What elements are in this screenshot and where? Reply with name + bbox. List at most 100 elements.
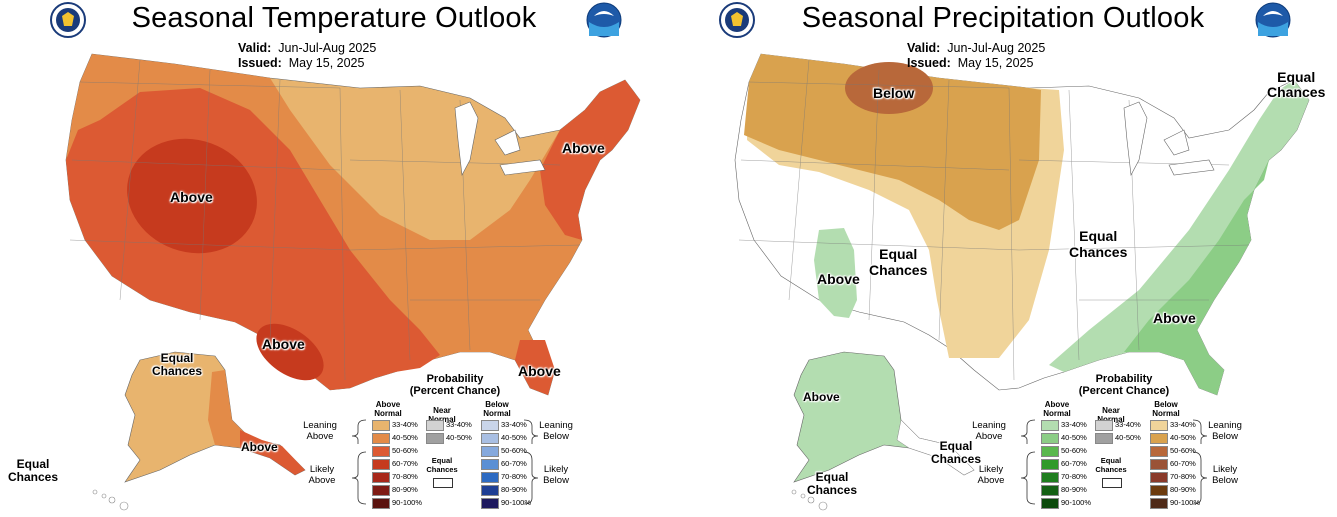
legend-swatch-below xyxy=(1150,420,1168,431)
legend-swatch-label-above: 60-70% xyxy=(1061,459,1087,468)
legend-swatch-label-above: 60-70% xyxy=(392,459,418,468)
legend-swatch-below xyxy=(1150,485,1168,496)
legend-brace-left xyxy=(351,419,367,505)
label-above-alaska: Above xyxy=(803,390,840,404)
label-below-north: Below xyxy=(873,85,915,101)
legend-swatch-label-below: 60-70% xyxy=(501,459,527,468)
label-equal-southwest: Equal Chances xyxy=(869,246,928,278)
legend-swatch-label-below: 70-80% xyxy=(501,472,527,481)
legend-swatch-above xyxy=(372,485,390,496)
temperature-outlook-panel: Seasonal Temperature Outlook Valid: Jun-… xyxy=(0,0,668,517)
legend-swatch-above xyxy=(1041,420,1059,431)
legend-swatch-below xyxy=(481,420,499,431)
legend-leaning-below: Leaning Below xyxy=(1208,420,1242,442)
east-leaning-above xyxy=(1049,80,1309,395)
label-equal-hawaii: Equal Chances xyxy=(8,457,59,484)
label-equal-northeast: Equal Chances xyxy=(1267,69,1326,100)
legend-swatch-label-above: 33-40% xyxy=(1061,420,1087,429)
state-borders xyxy=(69,59,581,381)
legend-swatch-below xyxy=(481,472,499,483)
legend-col-below: Below Normal xyxy=(483,400,511,418)
legend-leaning-above: Leaning Above xyxy=(972,420,1006,442)
legend-swatch-label-below: 60-70% xyxy=(1170,459,1196,468)
legend-brace-right xyxy=(1192,419,1208,505)
noaa-logo xyxy=(586,2,622,38)
legend-likely-below: Likely Below xyxy=(543,464,569,486)
temperature-title: Seasonal Temperature Outlook xyxy=(131,2,537,34)
west-core-60-70 xyxy=(127,138,257,254)
legend-swatch-below xyxy=(481,433,499,444)
legend-likely-above: Likely Above xyxy=(308,464,336,486)
legend-swatch-near xyxy=(426,420,444,431)
legend-swatch-label-above: 70-80% xyxy=(1061,472,1087,481)
alaska-panhandle-50-60 xyxy=(240,430,305,475)
great-lakes xyxy=(1123,101,1215,176)
legend-col-near: NearNormal xyxy=(428,406,456,424)
legend-swatch-below xyxy=(481,498,499,509)
legend-col-near: NearNormal xyxy=(1097,406,1125,424)
label-above-southwest: Above xyxy=(817,271,860,287)
legend-swatch-label-above: 33-40% xyxy=(392,420,418,429)
temperature-legend: Probability (Percent Chance) Above Normal … xyxy=(300,368,600,513)
legend-title: Probability (Percent Chance) xyxy=(1078,373,1170,397)
label-above-alaska: Above xyxy=(241,440,278,454)
label-above-northeast: Above xyxy=(562,140,605,156)
north-below-50-60 xyxy=(845,62,933,114)
precipitation-legend: Probability (Percent Chance) Above Normal … xyxy=(969,368,1269,513)
legend-swatch-below xyxy=(1150,433,1168,444)
legend-swatch-label-above: 80-90% xyxy=(392,485,418,494)
legend-swatch-above xyxy=(1041,485,1059,496)
legend-swatch-label-above: 40-50% xyxy=(1061,433,1087,442)
southwest-leaning-above xyxy=(814,228,857,318)
legend-swatch-above xyxy=(372,459,390,470)
precipitation-valid: Valid: Jun-Jul-Aug 2025 xyxy=(907,41,1046,55)
temperature-valid: Valid: Jun-Jul-Aug 2025 xyxy=(238,41,377,55)
legend-title: Probability (Percent Chance) xyxy=(409,373,501,397)
precipitation-issued: Issued: May 15, 2025 xyxy=(907,56,1034,70)
legend-swatch-label-near: 33-40% xyxy=(446,420,472,429)
great-lakes xyxy=(454,101,546,176)
legend-swatch-label-below: 90-100% xyxy=(501,498,532,507)
legend-swatch-above xyxy=(1041,433,1059,444)
legend-swatch-label-below: 90-100% xyxy=(1170,498,1201,507)
legend-swatch-above xyxy=(1041,459,1059,470)
legend-swatch-label-near: 33-40% xyxy=(1115,420,1141,429)
temperature-map xyxy=(65,53,641,511)
legend-swatch-below xyxy=(481,459,499,470)
legend-swatch-label-above: 50-60% xyxy=(392,446,418,455)
texas-core-60-70 xyxy=(256,323,324,381)
east-above-40-50 xyxy=(1124,160,1269,395)
alaska-southeast-40-50 xyxy=(208,370,262,448)
label-equal-central: Equal Chances xyxy=(1069,228,1128,260)
alaska-panhandle xyxy=(896,419,975,476)
legend-brace-right xyxy=(523,419,539,505)
legend-swatch-above xyxy=(372,498,390,509)
state-borders xyxy=(738,59,1250,381)
legend-swatch-label-near: 40-50% xyxy=(446,433,472,442)
legend-swatch-near xyxy=(1095,420,1113,431)
legend-equal-swatch xyxy=(1102,478,1122,488)
northeast-region-50-60 xyxy=(540,80,640,240)
legend-swatch-label-above: 50-60% xyxy=(1061,446,1087,455)
legend-swatch-above xyxy=(372,472,390,483)
legend-swatch-above xyxy=(1041,446,1059,457)
legend-swatch-label-below: 40-50% xyxy=(1170,433,1196,442)
legend-brace-left xyxy=(1020,419,1036,505)
legend-likely-below: Likely Below xyxy=(1212,464,1238,486)
north-below-40-50 xyxy=(744,54,1041,230)
legend-swatch-label-above: 70-80% xyxy=(392,472,418,481)
label-equal-alaska-south: Equal Chances xyxy=(931,439,982,466)
legend-swatch-label-below: 50-60% xyxy=(501,446,527,455)
doc-seal-logo xyxy=(50,2,86,38)
legend-col-above: Above Normal xyxy=(1043,400,1071,418)
legend-swatch-label-below: 33-40% xyxy=(1170,420,1196,429)
legend-swatch-near xyxy=(1095,433,1113,444)
legend-swatch-label-below: 70-80% xyxy=(1170,472,1196,481)
doc-seal-logo xyxy=(719,2,755,38)
legend-swatch-below xyxy=(1150,472,1168,483)
label-above-west: Above xyxy=(170,189,213,205)
legend-col-below: Below Normal xyxy=(1152,400,1180,418)
legend-swatch-below xyxy=(1150,446,1168,457)
legend-swatch-below xyxy=(1150,498,1168,509)
legend-swatch-label-near: 40-50% xyxy=(1115,433,1141,442)
